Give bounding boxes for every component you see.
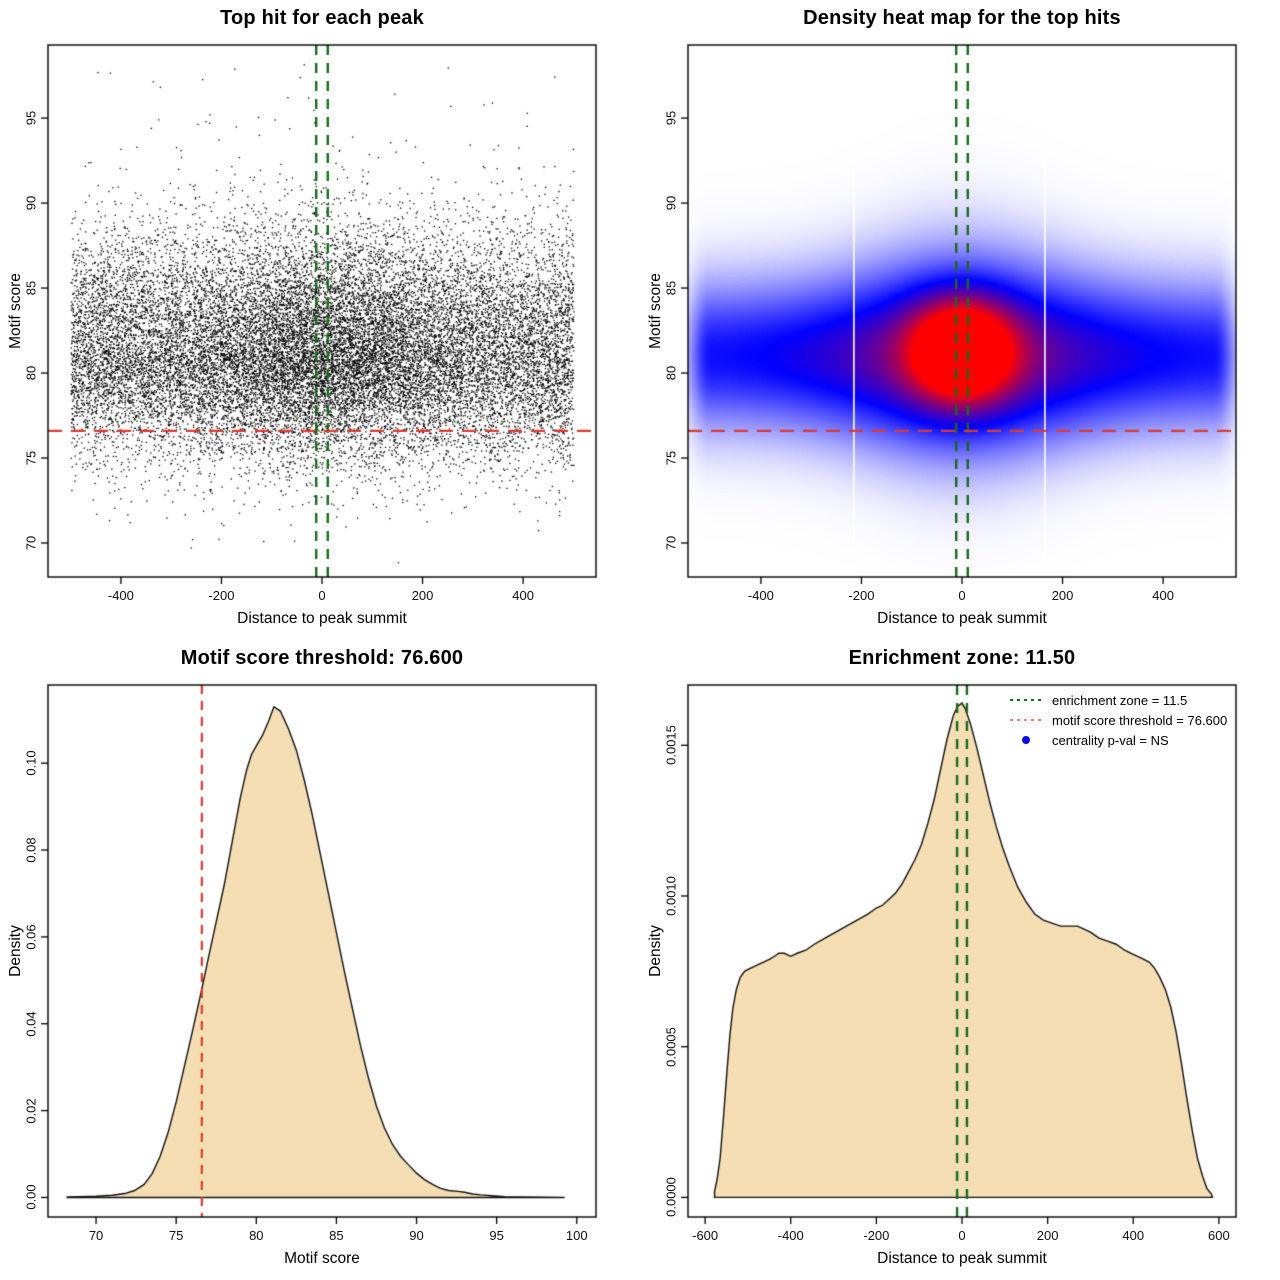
y-tick-label: 85 xyxy=(23,280,39,296)
x-tick-label: -400 xyxy=(777,1228,804,1243)
y-tick-label: 0.0005 xyxy=(663,1026,679,1067)
blue-dot-icon xyxy=(1010,736,1042,744)
green-dotted-line-icon xyxy=(1010,696,1042,704)
legend-label: motif score threshold = 76.600 xyxy=(1052,712,1228,728)
x-tick-label: 80 xyxy=(249,1228,264,1243)
x-tick-label: -600 xyxy=(692,1228,719,1243)
x-tick-label: 85 xyxy=(329,1228,344,1243)
y-axis-label: Density xyxy=(647,925,664,977)
x-tick-label: 400 xyxy=(1152,588,1174,603)
panel-enrichment-zone-density: -600 -400 -200 0 200 400 600 0.0000 0.0005 0.0010… xyxy=(640,640,1280,1280)
x-axis-label: Distance to peak summit xyxy=(877,610,1047,627)
chart-title: Enrichment zone: 11.50 xyxy=(848,647,1076,669)
x-axis-label: Motif score xyxy=(284,1250,360,1267)
score-density-canvas xyxy=(0,640,640,1280)
y-axis-label: Motif score xyxy=(7,273,24,349)
heatmap-plot-canvas xyxy=(640,0,1280,640)
x-tick-label: -400 xyxy=(107,588,134,603)
red-dotted-line-icon xyxy=(1010,716,1042,724)
x-tick-label: 0 xyxy=(958,1228,966,1243)
panel-density-heatmap: -400 -200 0 200 400 70 75 80 85 90 95 Density heat… xyxy=(640,0,1280,640)
y-tick-label: 0.02 xyxy=(23,1097,39,1124)
heatmap-tick-layer: -400 -200 0 200 400 70 75 80 85 90 95 xyxy=(640,0,1280,640)
x-tick-label: -400 xyxy=(747,588,774,603)
legend-label: centrality p-val = NS xyxy=(1052,732,1169,748)
legend-item-centrality-pval: centrality p-val = NS xyxy=(1010,730,1227,750)
x-tick-label: 75 xyxy=(168,1228,184,1243)
x-tick-label: 70 xyxy=(88,1228,104,1243)
y-tick-label: 80 xyxy=(663,365,679,381)
y-axis-label: Motif score xyxy=(647,273,664,349)
legend-item-score-threshold: motif score threshold = 76.600 xyxy=(1010,710,1227,730)
legend: enrichment zone = 11.5 motif score thres… xyxy=(1010,690,1227,750)
y-tick-label: 0.00 xyxy=(23,1184,39,1211)
y-axis-label: Density xyxy=(7,925,24,977)
legend-item-enrichment-zone: enrichment zone = 11.5 xyxy=(1010,690,1227,710)
y-tick-label: 75 xyxy=(663,450,679,466)
y-tick-label: 0.08 xyxy=(23,837,39,863)
chart-title: Density heat map for the top hits xyxy=(803,7,1121,29)
x-tick-label: 400 xyxy=(1122,1228,1145,1243)
y-tick-label: 70 xyxy=(663,535,679,551)
x-tick-label: -200 xyxy=(848,588,875,603)
y-tick-label: 0.0015 xyxy=(663,725,679,766)
x-axis-label: Distance to peak summit xyxy=(237,610,407,627)
y-tick-label: 0.04 xyxy=(23,1011,39,1037)
y-tick-label: 0.06 xyxy=(23,924,39,950)
x-tick-label: 600 xyxy=(1208,1228,1230,1243)
legend-label: enrichment zone = 11.5 xyxy=(1052,692,1188,708)
x-tick-label: 400 xyxy=(512,588,534,603)
panel-motif-score-density: 70 75 80 85 90 95 100 0.00 0.02 0.04 0.06 0.08 0.10 … xyxy=(0,640,640,1280)
y-tick-label: 0.0000 xyxy=(663,1177,679,1218)
x-tick-label: 90 xyxy=(409,1228,424,1243)
scatter-tick-layer: -400 -200 0 200 400 70 75 80 85 90 95 xyxy=(0,0,640,640)
y-tick-label: 85 xyxy=(663,280,679,296)
x-tick-label: -200 xyxy=(863,1228,890,1243)
x-tick-label: 95 xyxy=(489,1228,504,1243)
x-tick-label: 0 xyxy=(318,588,326,603)
x-tick-label: 200 xyxy=(411,588,434,603)
y-tick-label: 90 xyxy=(23,195,39,211)
x-tick-label: 200 xyxy=(1051,588,1074,603)
y-tick-label: 95 xyxy=(23,110,39,126)
chart-title: Top hit for each peak xyxy=(220,7,424,29)
y-tick-label: 95 xyxy=(663,110,679,126)
y-tick-label: 75 xyxy=(23,450,39,466)
x-tick-label: 100 xyxy=(565,1228,588,1243)
y-tick-label: 80 xyxy=(23,365,39,381)
position-density-canvas xyxy=(640,640,1280,1280)
panel-scatter-top-hits: -400 -200 0 200 400 70 75 80 85 90 95 Top hit for … xyxy=(0,0,640,640)
position-density-tick-layer: -600 -400 -200 0 200 400 600 0.0000 0.0005 0.0010… xyxy=(640,640,1280,1280)
y-tick-label: 0.0010 xyxy=(663,876,679,916)
x-tick-label: -200 xyxy=(208,588,235,603)
chart-title: Motif score threshold: 76.600 xyxy=(180,647,464,669)
x-tick-label: 0 xyxy=(958,588,966,603)
y-tick-label: 70 xyxy=(23,535,39,551)
x-axis-label: Distance to peak summit xyxy=(877,1250,1047,1267)
y-tick-label: 90 xyxy=(663,195,679,211)
scatter-plot-canvas xyxy=(0,0,640,640)
x-tick-label: 200 xyxy=(1036,1228,1059,1243)
y-tick-label: 0.10 xyxy=(23,750,39,776)
score-density-tick-layer: 70 75 80 85 90 95 100 0.00 0.02 0.04 0.06 0.08 0.10 xyxy=(0,640,640,1280)
